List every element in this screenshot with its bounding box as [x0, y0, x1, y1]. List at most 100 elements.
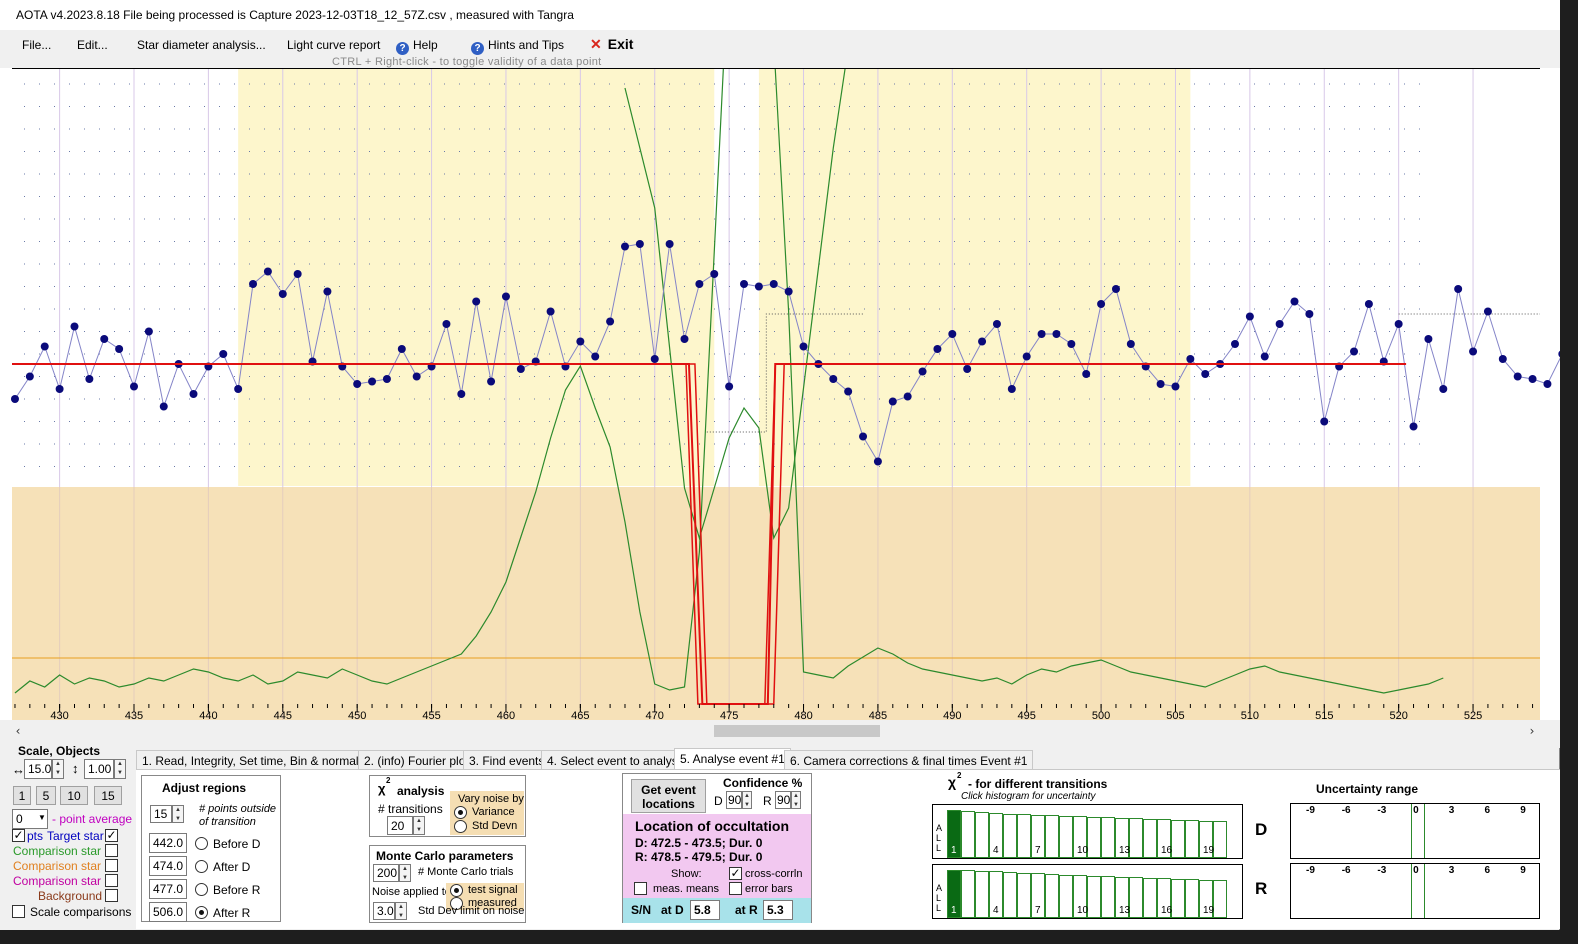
cross-correlation-checkbox[interactable]: ✓	[729, 866, 742, 880]
target-point	[948, 330, 957, 338]
menu-edit[interactable]: Edit...	[77, 38, 108, 52]
measured-means-checkbox[interactable]	[634, 882, 647, 895]
histogram-bar[interactable]	[1143, 818, 1157, 858]
pts-checkbox[interactable]: ✓	[12, 828, 25, 842]
histogram-bar[interactable]	[1115, 876, 1129, 918]
histogram-bar[interactable]	[1073, 816, 1087, 858]
menu-exit[interactable]: ✕ Exit	[590, 36, 633, 53]
measured-radio[interactable]	[450, 897, 463, 910]
histogram-bar[interactable]	[1101, 876, 1115, 918]
histogram-bar[interactable]	[1087, 816, 1101, 858]
histogram-bar[interactable]	[989, 871, 1003, 918]
chevron-down-icon[interactable]: ▼	[38, 813, 46, 822]
scale-comparisons-checkbox[interactable]	[12, 905, 25, 918]
bin-1-button[interactable]: 1	[13, 786, 31, 805]
confidence-r-input[interactable]: 90	[775, 791, 791, 809]
comparison-star-3-checkbox[interactable]	[105, 874, 118, 887]
menu-light-curve-report[interactable]: Light curve report	[287, 38, 381, 52]
histogram-bar[interactable]	[1115, 817, 1129, 858]
tab-select-event[interactable]: 4. Select event to analyse	[541, 750, 691, 770]
histogram-bar[interactable]	[1087, 875, 1101, 918]
transitions-stepper[interactable]: ▲ ▼	[413, 816, 425, 835]
histogram-bar[interactable]	[1213, 880, 1227, 918]
scale-x-stepper[interactable]: ▲ ▼	[52, 759, 64, 779]
histogram-bar[interactable]	[1003, 872, 1017, 918]
tab-camera-corrections[interactable]: 6. Camera corrections & final times Even…	[784, 750, 1034, 770]
std-dev-limit-input[interactable]: 3.0	[373, 902, 395, 920]
histogram-bar[interactable]	[1157, 878, 1171, 918]
confidence-r-stepper[interactable]: ▲ ▼	[791, 791, 801, 809]
menu-help[interactable]: ? Help	[396, 38, 438, 55]
tab-analyse-event[interactable]: 5. Analyse event #1	[674, 748, 791, 770]
after-r-radio[interactable]	[195, 906, 208, 919]
histogram-bar[interactable]	[1171, 878, 1185, 918]
histogram-bar[interactable]	[947, 810, 961, 858]
std-devn-radio[interactable]	[454, 820, 467, 833]
histogram-bar[interactable]	[961, 810, 975, 858]
tab-fourier[interactable]: 2. (info) Fourier plot	[358, 750, 475, 770]
before-r-radio[interactable]	[195, 883, 208, 896]
monte-carlo-trials-stepper[interactable]: ▲ ▼	[399, 864, 411, 882]
scale-y-stepper[interactable]: ▲ ▼	[114, 759, 126, 779]
histogram-bar[interactable]	[975, 870, 989, 918]
histogram-bar[interactable]	[1059, 815, 1073, 858]
histogram-bar[interactable]	[1031, 814, 1045, 858]
scale-y-input[interactable]: 1.00	[84, 759, 114, 779]
histogram-bar[interactable]	[975, 811, 989, 858]
variance-radio[interactable]	[454, 806, 467, 819]
histogram-bar[interactable]	[1157, 819, 1171, 858]
confidence-d-stepper[interactable]: ▲ ▼	[742, 791, 752, 809]
histogram-bar[interactable]	[1031, 873, 1045, 918]
histogram-bar[interactable]	[1185, 879, 1199, 918]
histogram-bar[interactable]	[961, 870, 975, 918]
histogram-bar[interactable]	[1101, 817, 1115, 858]
after-d-radio[interactable]	[195, 860, 208, 873]
tab-find-events[interactable]: 3. Find events	[463, 750, 551, 770]
transitions-input[interactable]: 20	[387, 816, 413, 835]
std-dev-limit-stepper[interactable]: ▲ ▼	[395, 902, 407, 920]
histogram-bar[interactable]	[1017, 814, 1031, 858]
point-average-select[interactable]: 0	[12, 809, 48, 829]
light-curve-plot[interactable]: 430 435 440 445 450 455 460 465 470 475 480 485 490 4…	[0, 68, 1560, 748]
comparison-star-2-checkbox[interactable]	[105, 859, 118, 872]
histogram-bar[interactable]	[1129, 818, 1143, 858]
histogram-bar[interactable]	[1143, 877, 1157, 918]
histogram-bar[interactable]	[1017, 872, 1031, 918]
comparison-star-1-checkbox[interactable]	[105, 844, 118, 857]
menu-file[interactable]: File...	[22, 38, 52, 52]
histogram-bar[interactable]	[1199, 879, 1213, 918]
histogram-bar[interactable]	[1073, 875, 1087, 918]
bin-5-button[interactable]: 5	[36, 786, 56, 805]
error-bars-checkbox[interactable]	[729, 882, 742, 895]
all-letter: L	[936, 843, 942, 853]
tab-read-integrity[interactable]: 1. Read, Integrity, Set time, Bin & norm…	[136, 750, 380, 770]
points-outside-stepper[interactable]: ▲ ▼	[172, 805, 184, 823]
test-signal-radio[interactable]	[450, 884, 463, 897]
menu-hints[interactable]: ? Hints and Tips	[471, 38, 564, 55]
histogram-bar[interactable]	[1045, 815, 1059, 858]
histogram-bar[interactable]	[1059, 874, 1073, 918]
get-event-locations-button[interactable]: Get event locations	[631, 779, 706, 813]
confidence-d-input[interactable]: 90	[726, 791, 742, 809]
points-outside-input[interactable]: 15	[150, 805, 172, 823]
target-star-checkbox[interactable]: ✓	[105, 828, 118, 842]
histogram-bar[interactable]	[947, 870, 961, 918]
monte-carlo-trials-input[interactable]: 200	[373, 864, 399, 882]
histogram-bar[interactable]	[1003, 813, 1017, 858]
bin-15-button[interactable]: 15	[94, 786, 122, 805]
menu-star-diameter[interactable]: Star diameter analysis...	[137, 38, 266, 52]
histogram-bar[interactable]	[1045, 873, 1059, 918]
histogram-bar[interactable]	[1199, 820, 1213, 858]
background-checkbox[interactable]	[105, 889, 118, 902]
histogram-bar[interactable]	[1185, 820, 1199, 858]
histogram-bar[interactable]	[1129, 877, 1143, 918]
before-d-radio[interactable]	[195, 837, 208, 850]
target-point	[1156, 380, 1165, 388]
scale-x-input[interactable]: 15.0	[24, 759, 52, 779]
bin-10-button[interactable]: 10	[60, 786, 88, 805]
histogram-bar[interactable]	[1213, 821, 1227, 858]
histogram-bar[interactable]	[989, 812, 1003, 858]
histogram-bar[interactable]	[1171, 819, 1185, 858]
